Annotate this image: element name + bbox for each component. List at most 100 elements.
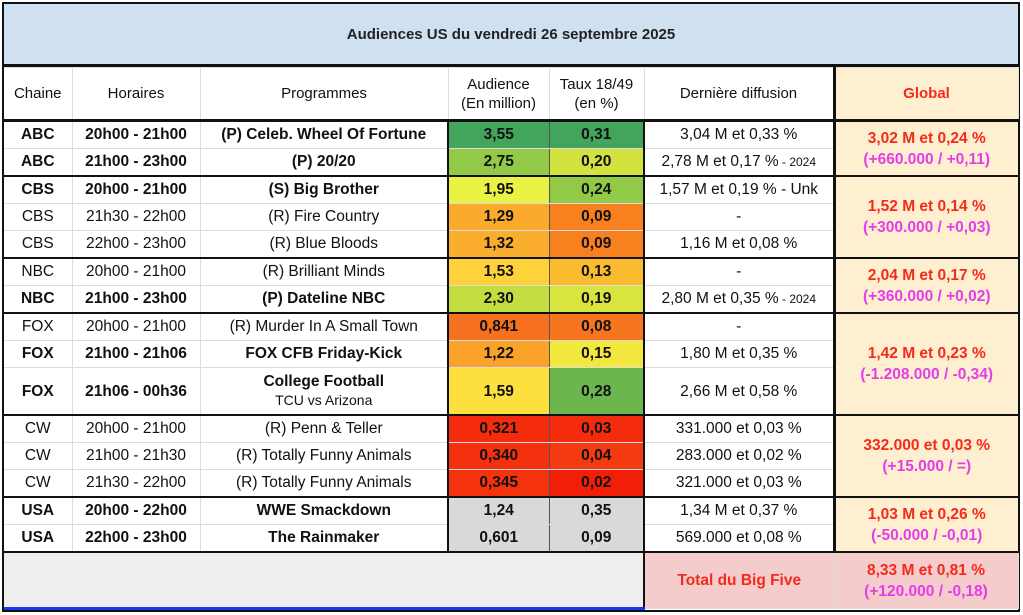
last-airing-cell: 283.000 et 0,02 %	[643, 442, 835, 470]
last-airing-cell: 569.000 et 0,08 %	[643, 524, 835, 553]
footer-row: Total du Big Five 8,33 M et 0,81 % (+120.0…	[4, 551, 1019, 610]
last-airing-value: 569.000 et 0,08 %	[675, 529, 802, 546]
channel-cell: CBS	[4, 175, 73, 204]
last-airing-value: 321.000 et 0,03 %	[675, 474, 802, 491]
global-total: 2,04 M et 0,17 %	[867, 266, 986, 284]
last-airing-value: -	[736, 263, 742, 280]
rating-cell: 0,13	[548, 257, 645, 286]
global-total: 1,03 M et 0,26 %	[867, 505, 986, 523]
audience-cell: 1,24	[447, 496, 550, 525]
header-taux-line1: Taux 18/49	[559, 75, 634, 93]
program-cell: (R) Murder In A Small Town	[199, 312, 449, 341]
table-row: CBS 20h00 - 21h00 (S) Big Brother 1,95 0,24 1…	[4, 175, 1018, 259]
last-airing-value: 1,80 M et 0,35 %	[680, 345, 798, 362]
rating-cell: 0,08	[548, 312, 645, 341]
audience-cell: 1,29	[447, 203, 550, 231]
time-slot-cell: 20h00 - 21h00	[71, 175, 201, 204]
last-airing-cell: 2,80 M et 0,35 % - 2024	[643, 285, 835, 314]
time-slot-cell: 20h00 - 21h00	[71, 119, 201, 149]
last-airing-cell: 2,66 M et 0,58 %	[643, 367, 835, 416]
program-cell: The Rainmaker	[199, 524, 449, 553]
audience-cell: 1,22	[447, 340, 550, 368]
audience-cell: 1,53	[447, 257, 550, 286]
last-airing-cell: 1,57 M et 0,19 % - Unk	[643, 175, 835, 204]
program-cell: (P) Dateline NBC	[199, 285, 449, 314]
table-row: ABC 20h00 - 21h00 (P) Celeb. Wheel Of Fort…	[4, 119, 1018, 177]
global-total: 1,42 M et 0,23 %	[867, 345, 986, 362]
audience-cell: 1,59	[447, 367, 550, 416]
program-cell: (R) Brilliant Minds	[199, 257, 449, 286]
last-airing-value: 2,78 M et 0,17 %	[661, 153, 779, 170]
header-horaires: Horaires	[71, 67, 201, 122]
global-total: 1,52 M et 0,14 %	[867, 198, 986, 215]
rating-cell: 0,19	[548, 285, 645, 314]
rating-cell: 0,35	[548, 496, 645, 525]
audience-cell: 0,345	[447, 469, 550, 498]
rating-cell: 0,09	[548, 524, 645, 553]
last-airing-cell: 331.000 et 0,03 %	[643, 414, 835, 443]
last-airing-cell: 1,80 M et 0,35 %	[643, 340, 835, 368]
table-row: CBS 21h30 - 22h00 (R) Fire Country 1,29 0,09…	[4, 203, 1018, 231]
channel-cell: CBS	[4, 203, 73, 231]
time-slot-cell: 22h00 - 23h00	[71, 524, 201, 553]
program-name: (S) Big Brother	[268, 181, 379, 198]
last-airing-year: - 2024	[778, 292, 817, 306]
rating-cell: 0,31	[548, 119, 645, 149]
channel-cell: USA	[4, 524, 73, 553]
table-row: FOX 21h06 - 00h36 College Football TCU vs A…	[4, 367, 1018, 416]
time-slot-cell: 21h30 - 22h00	[71, 203, 201, 231]
last-airing-value: 283.000 et 0,02 %	[675, 447, 802, 464]
time-slot-cell: 20h00 - 22h00	[71, 496, 201, 525]
time-slot-cell: 21h30 - 22h00	[71, 469, 201, 498]
program-name: (R) Fire Country	[268, 208, 380, 225]
last-airing-year: - 2024	[778, 155, 817, 169]
table-row: NBC 20h00 - 21h00 (R) Brilliant Minds 1,53 0…	[4, 257, 1018, 314]
last-airing-cell: -	[643, 312, 835, 341]
last-airing-value: 1,34 M et 0,37 %	[680, 502, 798, 519]
last-airing-cell: 3,04 M et 0,33 %	[643, 119, 835, 149]
program-cell: (P) 20/20	[199, 148, 449, 177]
program-name: College Football	[263, 373, 385, 390]
big-five-total-cell: 8,33 M et 0,81 % (+120.000 / -0,18)	[833, 551, 1019, 609]
audience-cell: 1,32	[447, 230, 550, 259]
program-cell: (R) Totally Funny Animals	[199, 442, 449, 470]
last-airing-value: -	[736, 318, 742, 335]
program-name: (P) Celeb. Wheel Of Fortune	[221, 126, 427, 143]
big-five-total-label: Total du Big Five	[643, 551, 835, 609]
channel-cell: CW	[4, 442, 73, 470]
table-row: USA 22h00 - 23h00 The Rainmaker 0,601 0,09 56…	[4, 524, 1018, 553]
program-cell: College Football TCU vs Arizona	[199, 367, 449, 416]
global-difference: (+15.000 / =)	[882, 458, 972, 475]
audience-cell: 1,95	[447, 175, 550, 204]
program-name: (P) Dateline NBC	[262, 290, 386, 307]
channel-cell: CW	[4, 414, 73, 443]
rating-cell: 0,03	[548, 414, 645, 443]
rating-cell: 0,02	[548, 469, 645, 498]
channel-cell: FOX	[4, 340, 73, 368]
table-row: FOX 21h00 - 21h06 FOX CFB Friday-Kick 1,22 0…	[4, 340, 1018, 368]
last-airing-value: 1,57 M et 0,19 % - Unk	[659, 181, 819, 198]
audience-cell: 0,340	[447, 442, 550, 470]
global-difference: (+360.000 / +0,02)	[862, 287, 991, 305]
program-cell: FOX CFB Friday-Kick	[199, 340, 449, 368]
channel-cell: ABC	[4, 119, 73, 149]
global-difference: (+300.000 / +0,03)	[862, 219, 991, 236]
audience-cell: 2,75	[447, 148, 550, 177]
program-subtitle: TCU vs Arizona	[275, 392, 373, 408]
page-title: Audiences US du vendredi 26 septembre 20…	[4, 4, 1018, 67]
header-programmes: Programmes	[199, 67, 449, 122]
table-row: FOX 20h00 - 21h00 (R) Murder In A Small To…	[4, 312, 1018, 416]
big-five-total: 8,33 M et 0,81 %	[866, 561, 986, 579]
network-global-cell: 1,52 M et 0,14 % (+300.000 / +0,03)	[832, 175, 1018, 259]
program-cell: (R) Fire Country	[199, 203, 449, 231]
audience-cell: 3,55	[447, 119, 550, 149]
header-taux-line2: (en %)	[574, 94, 619, 112]
big-five-difference: (+120.000 / -0,18)	[864, 582, 988, 600]
channel-cell: ABC	[4, 148, 73, 177]
rating-cell: 0,24	[548, 175, 645, 204]
table-row: CW 21h00 - 21h30 (R) Totally Funny Animals…	[4, 442, 1018, 470]
global-difference: (+660.000 / +0,11)	[863, 150, 991, 168]
audience-cell: 2,30	[447, 285, 550, 314]
program-cell: (R) Blue Bloods	[199, 230, 449, 259]
